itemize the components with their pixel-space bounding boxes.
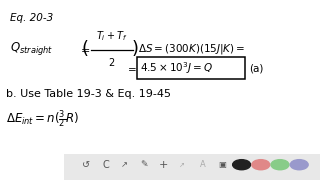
Text: Eq. 20-3: Eq. 20-3 xyxy=(10,13,53,23)
Text: $4.5\times 10^3 J = Q$: $4.5\times 10^3 J = Q$ xyxy=(140,60,213,76)
Text: $=$: $=$ xyxy=(125,63,137,73)
Text: ↺: ↺ xyxy=(82,160,91,170)
Text: A: A xyxy=(200,160,206,169)
Text: b. Use Table 19-3 & Eq. 19-45: b. Use Table 19-3 & Eq. 19-45 xyxy=(6,89,172,99)
Text: ↗: ↗ xyxy=(180,162,185,168)
Text: (a): (a) xyxy=(250,63,264,73)
Text: ✎: ✎ xyxy=(140,160,148,169)
Circle shape xyxy=(252,160,270,170)
Text: $2$: $2$ xyxy=(108,56,116,68)
Text: $\Delta E_{int} = n(\frac{3}{2}R)$: $\Delta E_{int} = n(\frac{3}{2}R)$ xyxy=(6,108,80,130)
Text: $Q_{straight}$: $Q_{straight}$ xyxy=(10,40,53,57)
Text: C: C xyxy=(102,160,109,170)
Circle shape xyxy=(290,160,308,170)
Text: ▣: ▣ xyxy=(219,160,226,169)
Circle shape xyxy=(233,160,251,170)
Text: $\Delta S = (300K)(15J|K)=$: $\Delta S = (300K)(15J|K)=$ xyxy=(138,42,246,57)
Text: ): ) xyxy=(132,40,139,58)
Text: $=$: $=$ xyxy=(78,44,91,54)
Text: (: ( xyxy=(82,40,89,58)
Text: $T_i + T_f$: $T_i + T_f$ xyxy=(96,29,128,43)
Text: ↗: ↗ xyxy=(121,160,128,169)
Circle shape xyxy=(271,160,289,170)
Bar xyxy=(64,154,320,180)
Text: +: + xyxy=(158,160,168,170)
FancyBboxPatch shape xyxy=(137,57,245,79)
